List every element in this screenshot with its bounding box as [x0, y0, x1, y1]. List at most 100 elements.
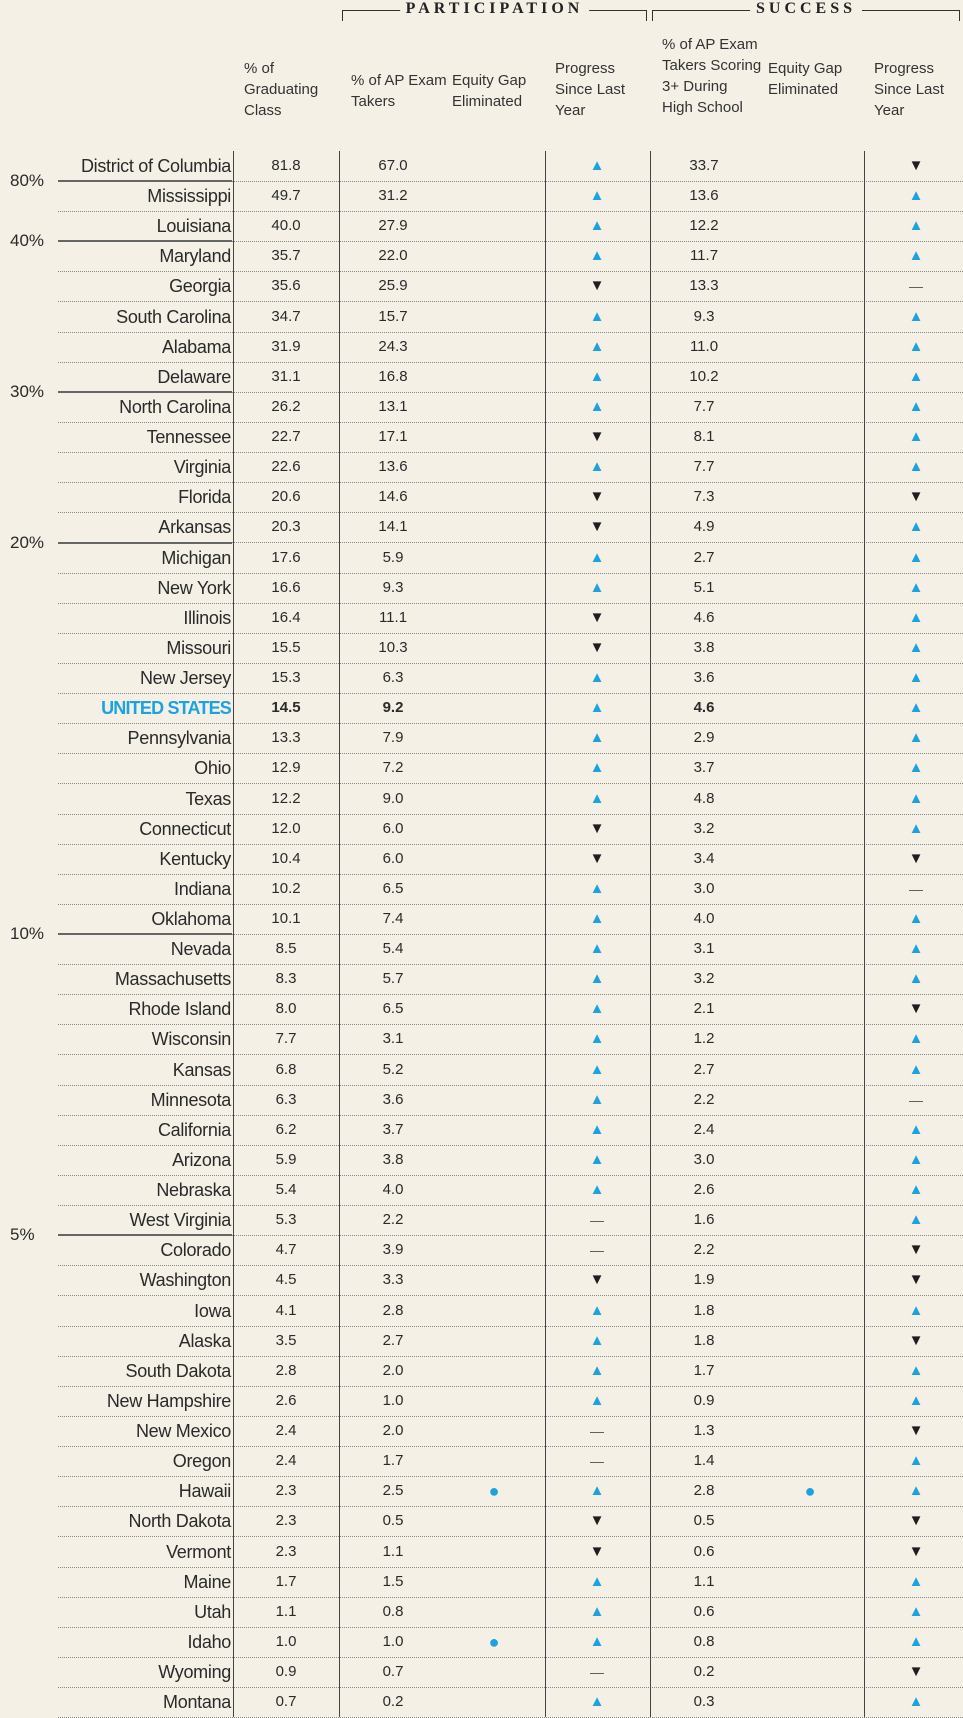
cell-value: 3.4 [693, 849, 715, 867]
table-row: Mississippi 49.7 31.2 ▲ 13.6 ▲ [58, 181, 963, 213]
table-row: Alabama 31.9 24.3 ▲ 11.0 ▲ [58, 332, 963, 363]
status-icon: — [909, 278, 923, 295]
state-name: Virginia [173, 457, 232, 478]
cell-value: 0.8 [382, 1602, 404, 1620]
status-icon: ▲ [908, 819, 924, 837]
table-row: Utah 1.1 0.8 ▲ 0.6 ▲ [58, 1597, 963, 1628]
cell-value: 5.9 [275, 1150, 297, 1168]
cell-value: 4.9 [693, 518, 715, 536]
cell-value: 14.6 [378, 488, 408, 506]
cell-value: 5.7 [382, 970, 404, 988]
status-icon: ▲ [908, 910, 924, 927]
group-title: SUCCESS [749, 0, 863, 18]
status-icon: ▲ [589, 1150, 605, 1168]
cell-value: 11.7 [689, 247, 719, 265]
status-icon: — [590, 1664, 604, 1680]
status-icon: ▲ [589, 699, 605, 717]
cell-value: 40.0 [271, 217, 301, 235]
state-name: Missouri [166, 637, 231, 658]
cell-value: 13.6 [378, 458, 408, 476]
cell-value: 7.7 [693, 458, 715, 476]
cell-value: 6.8 [275, 1060, 297, 1078]
state-name: New Mexico [135, 1421, 231, 1442]
table-row: Hawaii 2.3 2.5 ● ▲ 2.8 ● ▲ [58, 1476, 963, 1508]
table-row: Oregon 2.4 1.7 — 1.4 ▲ [58, 1446, 963, 1478]
status-icon: ▲ [908, 729, 924, 747]
table-row: New Jersey 15.3 6.3 ▲ 3.6 ▲ [58, 663, 963, 695]
cell-value: 14.1 [378, 518, 408, 536]
status-icon: ▲ [589, 307, 605, 325]
status-icon: — [909, 880, 923, 897]
scale-label: 30% [10, 381, 45, 401]
cell-value: 1.9 [693, 1271, 715, 1289]
state-name: New Hampshire [106, 1390, 231, 1411]
cell-value: 4.6 [693, 699, 715, 717]
cell-value: 0.7 [275, 1693, 297, 1711]
table-row: Massachusetts 8.3 5.7 ▲ 3.2 ▲ [58, 964, 963, 996]
state-name: Ohio [194, 758, 231, 779]
cell-value: 3.8 [382, 1150, 404, 1168]
table-row: Arizona 5.9 3.8 ▲ 3.0 ▲ [58, 1145, 963, 1176]
status-icon: ▲ [908, 247, 924, 265]
state-name: Rhode Island [128, 999, 232, 1020]
status-icon: ▲ [908, 548, 924, 566]
status-icon: ▲ [908, 699, 924, 717]
cell-value: 1.0 [275, 1632, 297, 1650]
state-name: Colorado [160, 1240, 231, 1261]
cell-value: 1.1 [275, 1602, 297, 1620]
cell-value: 0.5 [382, 1512, 404, 1530]
cell-value: 17.6 [271, 548, 301, 566]
status-icon: ▲ [908, 638, 924, 656]
cell-value: 25.9 [378, 277, 408, 295]
state-name: Louisiana [156, 216, 232, 237]
cell-value: 2.5 [382, 1482, 404, 1500]
cell-value: 0.9 [693, 1391, 715, 1409]
cell-value: 10.1 [271, 910, 301, 927]
status-icon: ▲ [589, 157, 605, 174]
state-name: Kansas [172, 1059, 232, 1080]
table-row: Maine 1.7 1.5 ▲ 1.1 ▲ [58, 1567, 963, 1598]
cell-value: 13.3 [689, 277, 719, 295]
state-name: California [157, 1119, 231, 1140]
cell-value: 9.3 [382, 578, 404, 596]
state-name: Oklahoma [151, 909, 231, 929]
cell-value: 1.1 [693, 1572, 715, 1590]
scale-line [58, 1234, 232, 1237]
table-row: Nevada 8.5 5.4 ▲ 3.1 ▲ [58, 934, 963, 966]
table-row: Alaska 3.5 2.7 ▲ 1.8 ▼ [58, 1326, 963, 1357]
cell-value: 2.4 [275, 1422, 297, 1440]
cell-value: 3.0 [693, 879, 715, 897]
status-icon: ▲ [908, 1301, 924, 1319]
cell-value: 6.0 [382, 849, 404, 867]
table-row: West Virginia 5.3 2.2 — 1.6 ▲ [58, 1205, 963, 1237]
status-icon: ▲ [589, 397, 605, 415]
table-row: Washington 4.5 3.3 ▼ 1.9 ▼ [58, 1265, 963, 1297]
status-icon: ▲ [589, 789, 605, 807]
cell-value: 3.9 [382, 1241, 404, 1259]
cell-value: 16.6 [271, 578, 301, 596]
table-row: Minnesota 6.3 3.6 ▲ 2.2 — [58, 1085, 963, 1116]
cell-value: 2.3 [275, 1512, 297, 1530]
cell-value: 8.1 [693, 428, 715, 446]
cell-value: 2.3 [275, 1482, 297, 1500]
state-name: South Carolina [116, 306, 231, 327]
state-name: Alaska [178, 1330, 232, 1351]
cell-value: 1.7 [275, 1572, 297, 1590]
status-icon: ▼ [908, 1000, 924, 1018]
scale-label: 40% [10, 231, 45, 251]
cell-value: 11.0 [689, 337, 719, 355]
table-row: Kentucky 10.4 6.0 ▼ 3.4 ▼ [58, 844, 963, 875]
state-name: South Dakota [125, 1360, 232, 1381]
cell-value: 6.3 [382, 669, 404, 687]
status-icon: ▼ [908, 1663, 924, 1680]
status-icon: ▼ [589, 819, 605, 837]
state-name: Georgia [169, 276, 231, 297]
table-row: Illinois 16.4 11.1 ▼ 4.6 ▲ [58, 603, 963, 634]
cell-value: 13.3 [271, 729, 301, 747]
status-icon: ▲ [908, 1030, 924, 1048]
cell-value: 10.3 [378, 638, 408, 656]
cell-value: 3.1 [382, 1030, 404, 1048]
state-name: Florida [178, 487, 231, 508]
status-icon: ▲ [589, 1060, 605, 1078]
cell-value: 2.7 [382, 1331, 404, 1349]
